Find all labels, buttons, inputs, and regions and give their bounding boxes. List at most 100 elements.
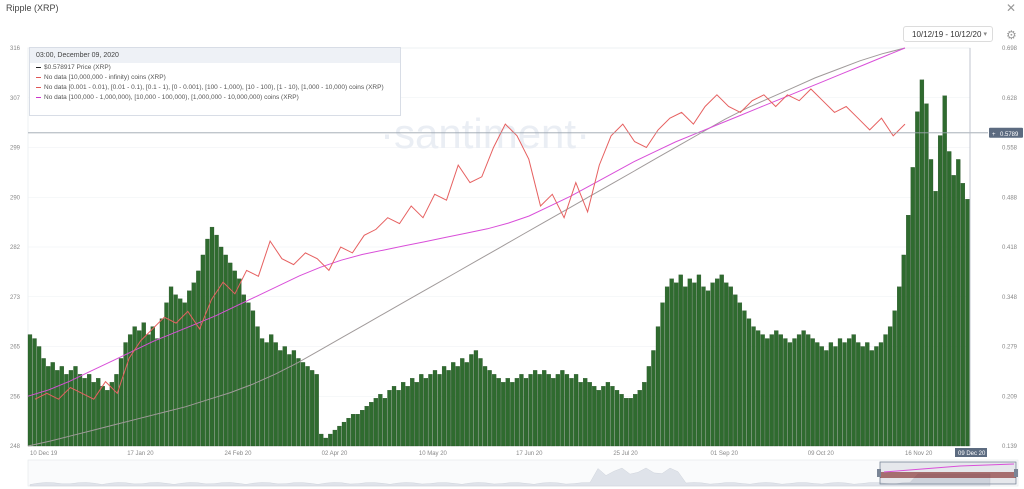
volume-bar [578,382,583,447]
volume-bar [91,382,96,447]
volume-bar [273,342,278,447]
volume-bar [828,342,834,447]
series-line-whales [34,88,906,400]
current-price-value: 0.5789 [1000,132,1019,138]
volume-bar [865,342,870,447]
chevron-down-icon: ▾ [983,31,987,38]
volume-bar [837,338,843,447]
volume-bar [87,374,92,447]
volume-bar [27,334,33,447]
volume-bar [696,274,702,447]
volume-bar [846,338,852,447]
volume-bar [419,374,424,447]
volume-bar [965,199,970,447]
left-tick-label: 316 [10,46,21,52]
volume-bar [851,334,856,447]
volume-bar [187,290,192,447]
left-tick-label: 248 [10,444,21,450]
volume-bar [451,362,456,447]
volume-bar [405,386,410,447]
navigator-frame [27,459,1019,487]
navigator [27,459,1019,487]
volume-bar [755,330,761,447]
volume-bar [560,370,565,447]
x-tick-label: 17 Jan 20 [127,451,154,457]
volume-bar [77,374,83,447]
watermark: ·santiment· [380,110,590,157]
volume-bar [369,402,374,447]
series-line-small [27,47,906,397]
volume-bar [237,278,242,447]
volume-bar [810,338,815,447]
volume-bar [792,338,797,447]
volume-bar [806,334,811,447]
x-tick-label: 02 Apr 20 [322,451,348,457]
volume-bar [569,378,574,447]
volume-bar [96,378,101,447]
volume-bar [833,346,838,447]
volume-bar [414,382,419,447]
x-tick-label: 09 Dec 20 [958,451,986,457]
volume-bar [637,390,642,447]
volume-bar [50,362,55,447]
volume-bar [41,358,46,447]
date-range-selector[interactable]: 10/12/19 - 10/12/20 ▾ [903,26,993,42]
volume-bar [337,425,342,447]
volume-bar [287,354,292,447]
volume-bar [928,159,934,447]
series-lines [27,47,906,447]
volume-bar [218,246,224,447]
volume-bar [228,262,233,447]
navigator-handle-left[interactable] [877,469,881,477]
volume-bar [701,286,706,447]
left-tick-label: 273 [10,295,21,301]
volume-bar [178,298,183,447]
navigator-handle-right[interactable] [1014,469,1018,477]
left-tick-label: 307 [10,96,21,102]
volume-bar [164,302,169,447]
date-range-label: 10/12/19 - 10/12/20 [912,30,982,39]
volume-bar [387,390,392,447]
volume-bar [460,358,465,447]
volume-bar [346,417,351,447]
series-line-mid [27,47,906,447]
volume-bar [200,254,206,447]
volume-bar [951,175,956,447]
tooltip-row-price: $0.578917 Price (XRP) [30,63,400,73]
volume-bar [305,366,310,447]
volume-bar [105,390,110,447]
volume-bar [464,362,469,447]
volume-bar [455,366,460,447]
volume-bar [514,378,520,447]
volume-bar [724,282,729,447]
volume-bar [687,278,692,447]
right-tick-label: 0.488 [1002,195,1018,201]
volume-bar [551,378,556,447]
tooltip: 03:00, December 09, 2020 $0.578917 Price… [29,47,401,116]
x-tick-label: 16 Nov 20 [905,451,933,457]
volume-bar [492,374,497,447]
volume-bar [537,374,542,447]
volume-bar [733,294,738,447]
volume-bar [482,366,488,447]
volume-bar [214,234,219,447]
tooltip-row-whales: No data [10,000,000 - infinity) coins (X… [30,73,400,83]
volume-bar [332,429,337,447]
volume-bar [328,433,333,447]
volume-bar [910,167,915,447]
volume-bar [683,286,688,447]
volume-bar [774,330,779,447]
volume-bar [469,354,474,447]
volume-bar [323,437,328,447]
swatch [36,66,41,69]
volume-bar [282,346,287,447]
volume-bar [109,382,115,447]
close-icon[interactable]: ✕ [1005,1,1016,15]
volume-bar [232,270,237,447]
gear-icon[interactable]: ⚙ [1006,28,1017,42]
volume-bar [519,374,524,447]
volume-bar [360,410,365,447]
volume-bar [760,334,765,447]
volume-bar [155,338,160,447]
